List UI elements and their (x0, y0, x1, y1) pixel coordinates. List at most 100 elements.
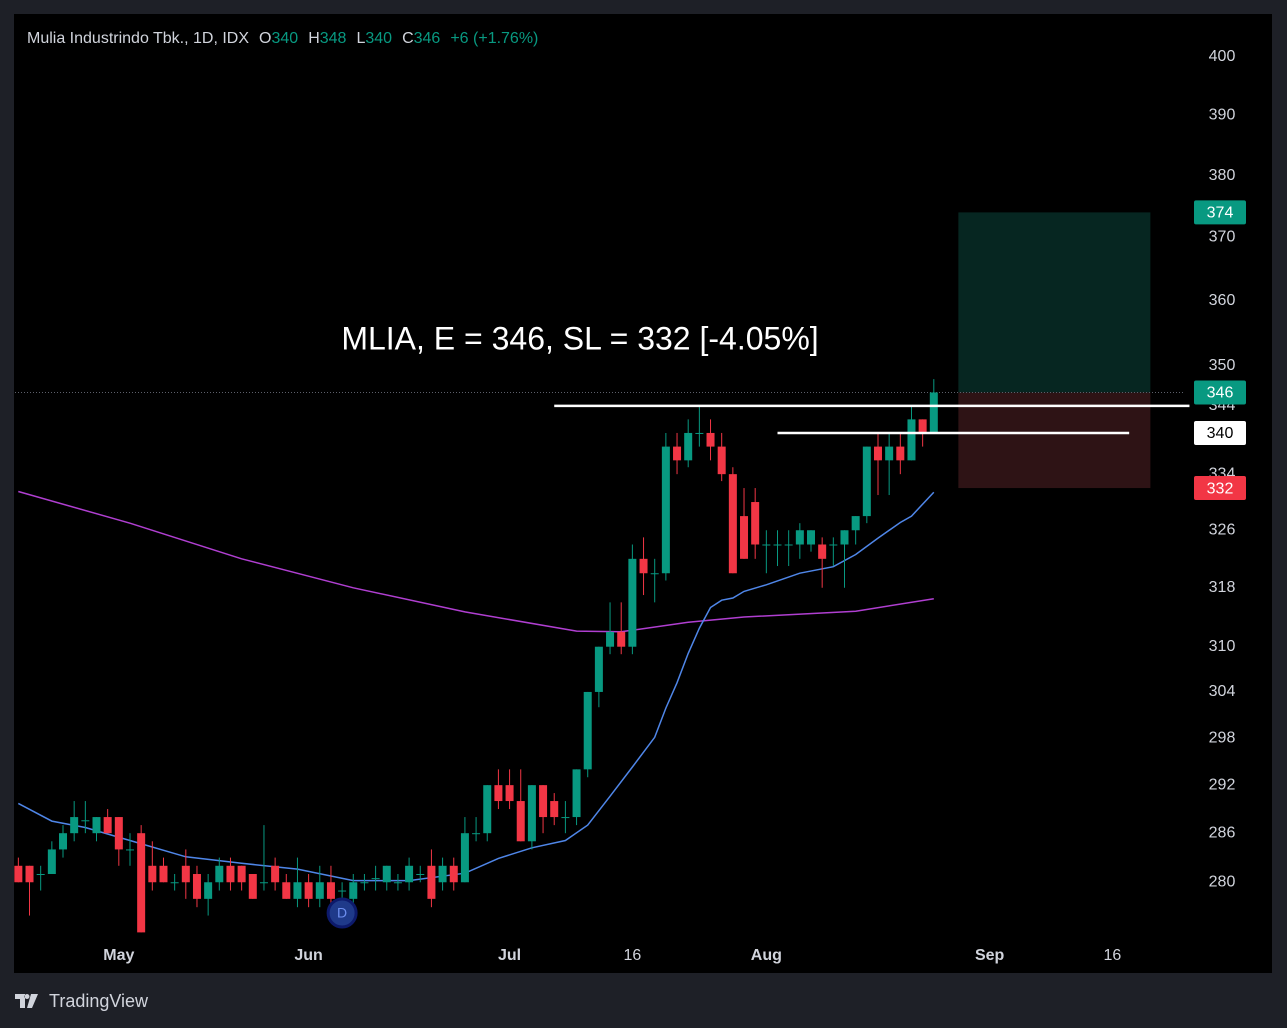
candle-body (137, 833, 146, 933)
candle-body (929, 392, 938, 433)
candle-body (606, 631, 615, 647)
price-badge: 374 (1194, 200, 1246, 225)
candle-body (873, 446, 882, 461)
candle-body (371, 878, 380, 880)
event-marker (326, 897, 358, 929)
candle-body (583, 691, 592, 770)
candle-body (192, 874, 201, 899)
candle-body (918, 419, 927, 433)
annotation: MLIA, E = 346, SL = 332 [-4.05%] (341, 320, 818, 356)
candle-body (360, 882, 369, 884)
candle-body (706, 432, 715, 447)
x-tick-label: 16 (1104, 947, 1122, 964)
y-tick-label: 350 (1209, 357, 1236, 374)
candle-body (885, 446, 894, 461)
x-tick-label: Jul (498, 947, 521, 964)
y-tick-label: 292 (1209, 776, 1236, 793)
candle-body (751, 502, 760, 545)
price-badge: 346 (1194, 380, 1246, 405)
candle-body (25, 865, 34, 883)
candle-body (862, 446, 871, 517)
candle-body (315, 882, 324, 899)
candle-body (271, 865, 280, 883)
x-tick-label: 16 (623, 947, 641, 964)
price-badge: 340 (1194, 420, 1246, 445)
candle-body (572, 769, 581, 818)
event-label: D (337, 905, 347, 921)
candle-body (784, 544, 793, 546)
candle-body (326, 882, 335, 899)
candle-body (494, 785, 503, 802)
candle-body (36, 874, 45, 876)
ohlc-value: 340 (271, 30, 298, 47)
ohlc-label: C (402, 30, 414, 47)
change: +6 (+1.76%) (450, 30, 538, 47)
price-badge: 332 (1194, 476, 1246, 501)
y-tick-label: 326 (1209, 521, 1236, 538)
candle-body (673, 446, 682, 461)
candle-body (762, 544, 771, 546)
x-tick-label: Sep (975, 947, 1005, 964)
candle-body (740, 516, 749, 559)
candle-body (460, 833, 469, 883)
y-tick-label: 310 (1209, 638, 1236, 655)
ohlc-value: 346 (414, 30, 441, 47)
candle-body (125, 849, 134, 851)
candle-body (181, 865, 190, 883)
candle-body (594, 646, 603, 692)
y-tick-label: 286 (1209, 824, 1236, 841)
front-layer: D 374 340 332 346 (326, 200, 1246, 929)
target-zone (958, 212, 1151, 393)
candle-body (550, 801, 559, 818)
y-tick-label: 370 (1209, 228, 1236, 245)
x-tick-label: Jun (294, 947, 322, 964)
chart-header: Mulia Industrindo Tbk., 1D, IDX O340 H348 L… (27, 30, 538, 47)
candle-body (148, 865, 157, 883)
candle-body (851, 516, 860, 531)
candle-body (159, 865, 168, 883)
ohlc-value: 340 (365, 30, 392, 47)
price-badge-label: 346 (1207, 385, 1234, 402)
candle-body (114, 817, 123, 850)
candle-body (829, 544, 838, 546)
candle-body (728, 474, 737, 574)
candle-body (449, 865, 458, 883)
y-tick-label: 390 (1209, 107, 1236, 124)
candle-body (773, 544, 782, 546)
brand-logo: TradingView (15, 991, 149, 1011)
candle-body (349, 882, 358, 899)
candle-body (896, 446, 905, 461)
candle-body (505, 785, 514, 802)
symbol: Mulia Industrindo Tbk., 1D, IDX (27, 30, 249, 47)
stop-zone (958, 392, 1151, 489)
y-tick-label: 400 (1209, 48, 1236, 65)
back-layer: 2802862922983043103183263343443503603703… (15, 48, 1235, 964)
price-badge-label: 374 (1207, 205, 1234, 222)
ohlc-label: H (308, 30, 320, 47)
candle-body (248, 874, 257, 899)
candle-body (717, 446, 726, 475)
ohlc-label: L (356, 30, 365, 47)
candle-body (795, 530, 804, 545)
brand-icon (15, 994, 38, 1008)
y-tick-label: 280 (1209, 873, 1236, 890)
x-tick-label: Aug (751, 947, 782, 964)
x-tick-label: May (103, 947, 134, 964)
candle-body (483, 785, 492, 834)
candle-body (282, 882, 291, 899)
candle-body (215, 865, 224, 883)
candle-body (47, 849, 56, 875)
candle-body (204, 882, 213, 899)
price-badge-bg (1194, 420, 1246, 445)
candle-body (293, 882, 302, 899)
candle-body (170, 882, 179, 884)
candle-body (59, 833, 68, 850)
candle-body (427, 865, 436, 899)
candle-body (527, 785, 536, 842)
candle-body (92, 817, 101, 834)
candle-body (405, 865, 414, 883)
y-tick-label: 304 (1209, 683, 1236, 700)
candle-body (103, 817, 112, 834)
candle-body (472, 833, 481, 835)
price-badge-label: 332 (1207, 480, 1234, 497)
